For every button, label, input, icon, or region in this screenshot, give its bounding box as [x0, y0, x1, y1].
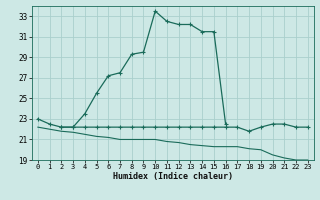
X-axis label: Humidex (Indice chaleur): Humidex (Indice chaleur)	[113, 172, 233, 181]
